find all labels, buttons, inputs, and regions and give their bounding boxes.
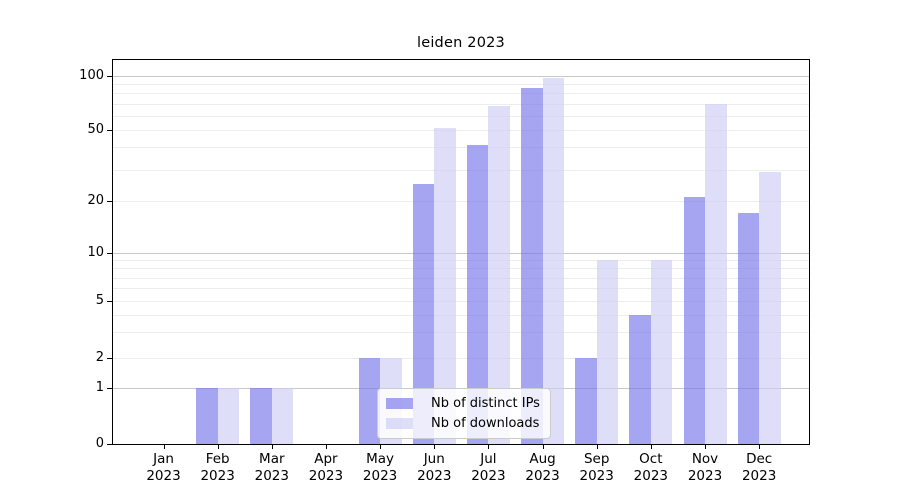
bar-downloads [271,387,294,444]
y-tick-mark [107,301,112,302]
y-tick-label: 0 [95,436,104,451]
bar-distinct-ips [683,197,705,444]
minor-gridline [113,277,809,279]
minor-gridline [113,147,809,149]
bar-downloads [650,260,673,444]
x-tick-mark [650,445,652,449]
minor-gridline [113,357,809,359]
bar-downloads [488,106,510,444]
plot-border-right [809,59,810,445]
x-tick-label: May 2023 [362,451,398,484]
x-tick-label: Aug 2023 [525,451,560,484]
minor-gridline [113,115,809,117]
minor-gridline [113,130,809,131]
legend-swatch-downloads [386,418,413,429]
x-tick-mark [325,445,327,449]
major-gridline [113,76,809,77]
y-tick-mark [107,387,112,389]
bar-distinct-ips [250,387,272,444]
x-tick-mark [380,445,382,449]
x-tick-mark [542,445,544,449]
x-tick-mark [163,445,165,449]
bar-distinct-ips [466,145,489,444]
bar-distinct-ips [575,357,597,444]
x-tick-mark [434,445,436,449]
legend-swatch-distinct-ips [386,398,413,409]
x-tick-label: Oct 2023 [633,451,669,484]
bar-downloads [217,387,240,444]
y-axis-line [112,59,113,445]
major-gridline [113,253,809,254]
legend: Nb of distinct IPs Nb of downloads [377,388,551,439]
x-tick-label: Apr 2023 [308,451,344,484]
y-tick-mark [107,253,112,254]
minor-gridline [113,314,809,316]
x-tick-mark [488,445,490,449]
bar-distinct-ips [629,314,651,444]
bar-distinct-ips [737,213,760,444]
y-tick-label: 5 [95,293,104,308]
minor-gridline [113,332,809,334]
minor-gridline [113,103,809,105]
x-tick-label: Mar 2023 [254,451,289,484]
bar-downloads [542,78,565,444]
x-tick-mark [705,445,706,449]
x-tick-label: Dec 2023 [741,451,777,484]
plot-area: 0 1 2 5 10 20 50 100 Jan 2023 Feb 2023 Mar 2023 Apr 20… [79,59,810,484]
legend-label-distinct-ips: Nb of distinct IPs [431,396,540,411]
y-tick-label: 10 [87,245,104,260]
bar-distinct-ips [412,183,435,444]
legend-label-downloads: Nb of downloads [431,416,540,431]
bar-distinct-ips [521,87,543,444]
x-tick-mark [271,445,273,449]
minor-gridline [113,288,809,290]
minor-gridline [113,169,809,171]
bar-downloads [434,128,456,444]
minor-gridline [113,201,809,202]
y-tick-label: 1 [95,379,104,395]
minor-gridline [113,93,809,95]
bar-distinct-ips [358,357,381,444]
y-tick-mark [107,201,112,202]
minor-gridline [113,301,809,302]
minor-gridline [113,84,809,86]
minor-gridline [113,268,809,270]
x-tick-label: Sep 2023 [579,451,614,484]
x-tick-mark [759,445,761,449]
y-tick-mark [107,76,112,77]
y-tick-label: 50 [87,122,104,137]
bar-distinct-ips [196,387,218,444]
x-tick-label: Feb 2023 [200,451,235,484]
minor-gridline [113,260,809,262]
chart-title: leiden 2023 [416,35,505,51]
y-tick-mark [107,357,112,359]
y-tick-mark [107,130,112,131]
x-tick-label: Nov 2023 [687,451,723,484]
x-tick-label: Jul 2023 [471,451,506,484]
x-tick-mark [596,445,598,449]
legend-entry-downloads: Nb of downloads [386,416,540,431]
y-tick-label: 20 [87,193,104,208]
x-axis-line [112,444,810,445]
legend-entry-distinct-ips: Nb of distinct IPs [386,396,540,411]
x-tick-label: Jun 2023 [417,451,452,484]
x-tick-mark [217,445,219,449]
bar-downloads [759,172,781,444]
x-tick-label: Jan 2023 [146,451,181,484]
bar-downloads [596,260,619,444]
y-tick-label: 2 [95,349,104,365]
y-tick-mark [107,444,112,445]
bar-downloads [705,103,727,444]
y-tick-label: 100 [79,68,104,83]
plot-border-top [112,59,810,60]
